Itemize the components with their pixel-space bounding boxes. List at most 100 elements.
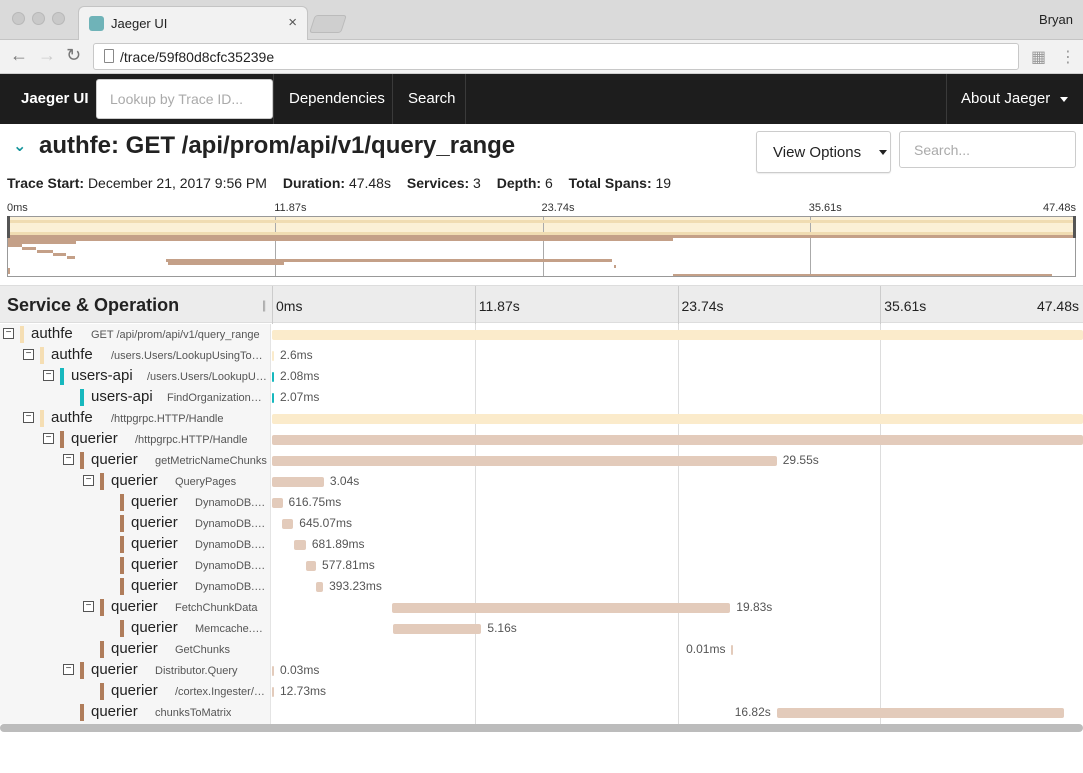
span-row[interactable]: users-api FindOrganizationBy... 2.07ms: [0, 387, 1083, 408]
service-color-bar: [120, 536, 124, 553]
span-row[interactable]: − querier Distributor.Query 0.03ms: [0, 660, 1083, 681]
service-color-bar: [60, 431, 64, 448]
nav-search[interactable]: Search: [408, 90, 456, 107]
span-bar[interactable]: [306, 561, 317, 571]
window-close-dot[interactable]: [12, 12, 25, 25]
span-row[interactable]: − authfe/httpgrpc.HTTP/Handle: [0, 408, 1083, 429]
span-row[interactable]: − users-api/users.Users/LookupUsi... 2.08m…: [0, 366, 1083, 387]
span-row[interactable]: − querier getMetricNameChunks 29.55s: [0, 450, 1083, 471]
span-bar[interactable]: [731, 645, 734, 655]
nav-dependencies[interactable]: Dependencies: [289, 90, 385, 107]
span-row[interactable]: − authfe/users.Users/LookupUsingToken 2.6m…: [0, 345, 1083, 366]
span-operation-name: DynamoDB.Q...: [195, 560, 268, 572]
horizontal-scrollbar[interactable]: [0, 724, 1083, 732]
trace-minimap[interactable]: [7, 216, 1076, 277]
trace-search-input[interactable]: [899, 131, 1076, 168]
back-arrow-icon[interactable]: ←: [10, 45, 28, 65]
minimap-span-bar: [165, 259, 613, 262]
span-bar[interactable]: [272, 456, 777, 466]
jaeger-brand[interactable]: Jaeger UI: [21, 90, 89, 107]
span-bar[interactable]: [282, 519, 294, 529]
span-row[interactable]: querier chunksToMatrix 16.82s: [0, 702, 1083, 723]
span-row[interactable]: querier GetChunks 0.01ms: [0, 639, 1083, 660]
minimap-span-bar: [8, 244, 22, 247]
window-zoom-dot[interactable]: [52, 12, 65, 25]
reload-icon[interactable]: ↻: [66, 45, 82, 65]
span-bar[interactable]: [294, 540, 306, 550]
span-row[interactable]: − querier FetchChunkData 19.83s: [0, 597, 1083, 618]
span-operation-name: DynamoDB.Q...: [195, 581, 268, 593]
span-bar[interactable]: [393, 624, 482, 634]
span-bar[interactable]: [391, 603, 731, 613]
tab-close-icon[interactable]: ×: [288, 14, 297, 31]
span-bar[interactable]: [272, 393, 274, 403]
service-color-bar: [80, 452, 84, 469]
span-service-name: querier: [131, 619, 178, 636]
span-bar[interactable]: [272, 351, 274, 361]
span-row[interactable]: querier DynamoDB.Q... 681.89ms: [0, 534, 1083, 555]
window-minimize-dot[interactable]: [32, 12, 45, 25]
collapse-toggle-icon[interactable]: −: [63, 664, 74, 675]
span-service-name: users-api: [91, 388, 153, 405]
collapse-toggle-icon[interactable]: −: [43, 433, 54, 444]
span-bar[interactable]: [272, 498, 283, 508]
browser-tab[interactable]: Jaeger UI ×: [78, 6, 308, 40]
minimap-right-handle[interactable]: [1073, 216, 1076, 238]
span-service-name: querier: [111, 682, 158, 699]
forward-arrow-icon[interactable]: →: [38, 45, 56, 65]
span-service-name: querier: [91, 661, 138, 678]
span-row[interactable]: querier DynamoDB.Q... 616.75ms: [0, 492, 1083, 513]
collapse-toggle-icon[interactable]: −: [83, 601, 94, 612]
tab-title: Jaeger UI: [111, 16, 168, 31]
span-row[interactable]: querier DynamoDB.Q... 577.81ms: [0, 555, 1083, 576]
span-row[interactable]: querier DynamoDB.Q... 645.07ms: [0, 513, 1083, 534]
extension-icon[interactable]: ▦: [1031, 49, 1047, 66]
trace-id-lookup-input[interactable]: [96, 79, 273, 119]
span-bar[interactable]: [272, 330, 1083, 340]
trace-start-label: Trace Start:: [7, 175, 85, 191]
view-options-button[interactable]: View Options: [756, 131, 891, 173]
collapse-toggle-icon[interactable]: −: [3, 328, 14, 339]
span-row[interactable]: − querier/httpgrpc.HTTP/Handle: [0, 429, 1083, 450]
url-input[interactable]: /trace/59f80d8cfc35239e: [93, 43, 1019, 70]
span-bar[interactable]: [316, 582, 324, 592]
span-bar[interactable]: [272, 414, 1083, 424]
span-operation-name: chunksToMatrix: [155, 707, 232, 719]
collapse-trace-chevron-icon[interactable]: ⌄: [13, 138, 27, 155]
about-jaeger-menu[interactable]: About Jaeger: [961, 90, 1069, 107]
service-color-bar: [20, 326, 24, 343]
span-bar[interactable]: [272, 372, 274, 382]
caret-down-icon: [1060, 96, 1069, 102]
minimap-span-bar: [37, 250, 53, 253]
span-bar[interactable]: [776, 708, 1065, 718]
collapse-toggle-icon[interactable]: −: [83, 475, 94, 486]
span-row[interactable]: querier Memcache.Get 5.16s: [0, 618, 1083, 639]
collapse-toggle-icon[interactable]: −: [63, 454, 74, 465]
span-operation-name: FetchChunkData: [175, 602, 258, 614]
span-row[interactable]: − querier QueryPages 3.04s: [0, 471, 1083, 492]
span-service-name: querier: [91, 703, 138, 720]
span-row[interactable]: querier DynamoDB.Q... 393.23ms: [0, 576, 1083, 597]
trace-start-value: December 21, 2017 9:56 PM: [87, 175, 267, 191]
span-duration-label: 645.07ms: [299, 516, 352, 530]
timeline-tick-label: 11.87s: [478, 298, 520, 314]
collapse-toggle-icon[interactable]: −: [23, 349, 34, 360]
span-bar[interactable]: [272, 666, 274, 676]
browser-menu-icon[interactable]: ⋮: [1060, 49, 1076, 66]
browser-user[interactable]: Bryan: [1039, 12, 1073, 27]
minimap-left-handle[interactable]: [7, 216, 10, 238]
span-bar[interactable]: [272, 435, 1083, 445]
span-row[interactable]: querier/cortex.Ingester/Q... 12.73ms: [0, 681, 1083, 702]
span-row[interactable]: − authfe GET /api/prom/api/v1/query_range: [0, 324, 1083, 345]
span-operation-name: DynamoDB.Q...: [195, 518, 268, 530]
column-resizer[interactable]: ||: [262, 298, 266, 312]
span-operation-name: /httpgrpc.HTTP/Handle: [135, 434, 248, 446]
collapse-toggle-icon[interactable]: −: [23, 412, 34, 423]
service-color-bar: [80, 389, 84, 406]
span-bar[interactable]: [272, 687, 274, 697]
collapse-toggle-icon[interactable]: −: [43, 370, 54, 381]
new-tab-button[interactable]: [309, 15, 347, 33]
minimap-gridline: [275, 217, 277, 276]
span-bar[interactable]: [272, 477, 324, 487]
span-operation-name: FindOrganizationBy...: [167, 392, 268, 404]
